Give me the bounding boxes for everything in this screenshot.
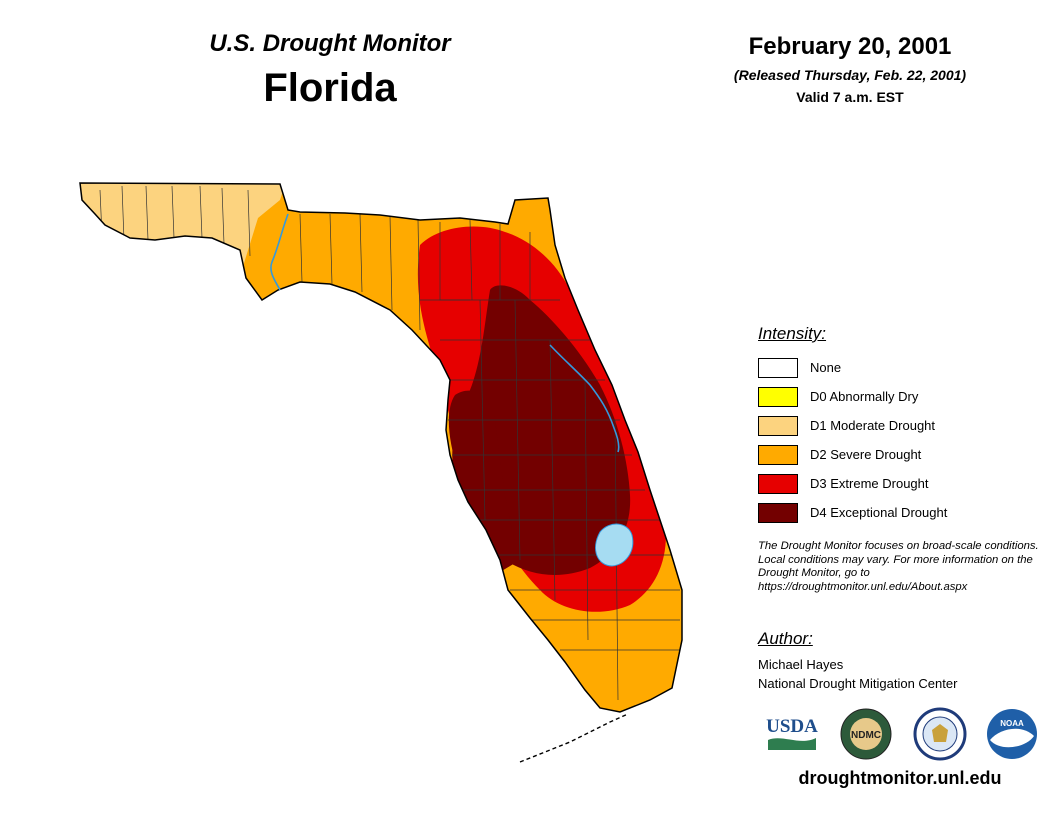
legend-item-d3: D3 Extreme Drought — [758, 469, 1048, 498]
svg-text:NDMC: NDMC — [851, 730, 881, 741]
release-date: (Released Thursday, Feb. 22, 2001) — [733, 67, 967, 83]
legend-label: D2 Severe Drought — [810, 447, 922, 462]
legend-swatch — [758, 502, 798, 523]
st-johns-river — [549, 344, 620, 453]
legend-label: D1 Moderate Drought — [810, 418, 936, 433]
legend-label: D4 Exceptional Drought — [810, 505, 948, 520]
map-date: February 20, 2001 — [748, 33, 952, 60]
legend-label: None — [810, 360, 842, 375]
legend-swatch — [758, 357, 798, 378]
svg-text:NOAA: NOAA — [1000, 719, 1024, 728]
author-name: Michael Hayes — [758, 657, 844, 672]
apalachicola-river — [270, 213, 289, 291]
florida-keys — [519, 713, 629, 763]
ndmc-logo: NDMC — [840, 708, 892, 760]
valid-time: Valid 7 a.m. EST — [796, 89, 904, 105]
legend-item-none: None — [758, 353, 1048, 382]
state-outline — [79, 182, 683, 713]
legend-swatch — [758, 444, 798, 465]
legend-swatch — [758, 415, 798, 436]
legend-swatch — [758, 386, 798, 407]
usda-logo: USDA — [766, 716, 818, 750]
legend-item-d1: D1 Moderate Drought — [758, 411, 1048, 440]
author-heading: Author: — [758, 629, 813, 648]
author-organization: National Drought Mitigation Center — [758, 676, 958, 691]
legend-swatch — [758, 473, 798, 494]
legend-label: D3 Extreme Drought — [810, 476, 929, 491]
state-name: Florida — [263, 66, 397, 110]
legend: Intensity: None D0 Abnormally Dry D1 Mod… — [758, 324, 1048, 527]
legend-item-d4: D4 Exceptional Drought — [758, 498, 1048, 527]
map-title: U.S. Drought Monitor — [209, 30, 451, 57]
legend-label: D0 Abnormally Dry — [810, 389, 919, 404]
legend-item-d0: D0 Abnormally Dry — [758, 382, 1048, 411]
noaa-logo: NOAA — [987, 709, 1037, 759]
svg-text:USDA: USDA — [766, 716, 818, 737]
agency-logos: USDA NDMC NOAA — [766, 707, 1037, 761]
county-boundaries — [99, 185, 680, 701]
doc-seal-logo — [913, 707, 967, 761]
website-url[interactable]: droughtmonitor.unl.edu — [798, 768, 1002, 788]
legend-heading: Intensity: — [758, 324, 827, 343]
disclaimer-note: The Drought Monitor focuses on broad-sca… — [758, 540, 1039, 593]
lake-okeechobee — [595, 523, 634, 567]
florida-drought-map — [79, 182, 683, 763]
legend-item-d2: D2 Severe Drought — [758, 440, 1048, 469]
